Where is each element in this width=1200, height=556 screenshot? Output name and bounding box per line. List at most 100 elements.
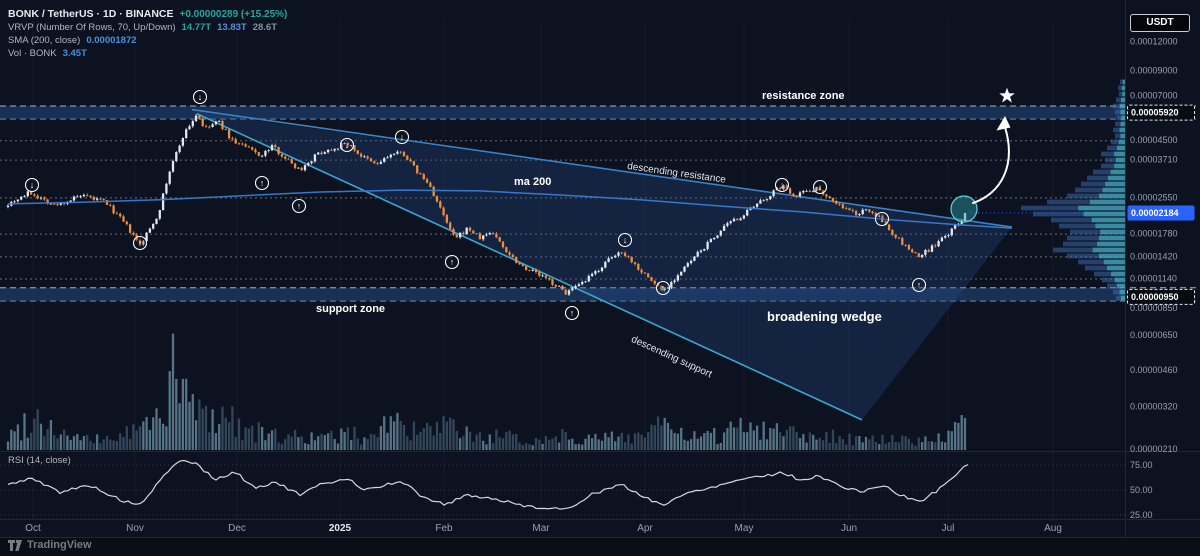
time-tick: Jun <box>841 523 857 534</box>
zone-price-tick: 0.00000950 <box>1131 292 1179 302</box>
pivot-marker-down[interactable]: ↓ <box>812 179 828 195</box>
pivot-arrow-glyph: ↓ <box>30 180 35 190</box>
pivot-marker-up[interactable]: ↑ <box>254 175 270 191</box>
price-tick: 0.00001780 <box>1130 229 1178 239</box>
ma-200-label[interactable]: ma 200 <box>514 176 552 188</box>
volume-profile <box>1021 79 1125 301</box>
vrvp-label: VRVP (Number Of Rows, 70, Up/Down) <box>8 22 176 33</box>
rsi-legend-row[interactable]: RSI (14, close) <box>8 455 71 466</box>
zone-price-tick: 0.00005920 <box>1131 108 1179 118</box>
price-tick: 0.00001420 <box>1130 251 1178 261</box>
tradingview-logo-text: TradingView <box>27 539 92 551</box>
time-tick: Oct <box>25 523 41 534</box>
vol-value: 3.45T <box>62 48 87 59</box>
tradingview-logo-icon <box>8 539 22 551</box>
pivot-arrow-glyph: ↓ <box>880 214 885 224</box>
vrvp-total-value: 28.6T <box>252 22 277 33</box>
pivot-marker-down[interactable]: ↓ <box>874 211 890 227</box>
time-tick: Jul <box>942 523 955 534</box>
vrvp-down-value: 13.83T <box>217 22 247 33</box>
drawing-markers[interactable]: ↓ ↑ ↓ ↑ ↑ ↓ ↓ ↑ ↑ ↓ ↑ ↓ ↓ ↓ ↑ <box>24 87 1015 321</box>
time-tick: Aug <box>1044 523 1062 534</box>
sma-label: SMA (200, close) <box>8 35 81 46</box>
ma-200-line[interactable] <box>7 189 1013 229</box>
volume-bars <box>6 333 967 450</box>
pivot-marker-down[interactable]: ↓ <box>617 232 633 248</box>
current-price-text: 0.00002184 <box>1131 208 1179 218</box>
price-tick: 0.00004500 <box>1130 135 1178 145</box>
price-tick: 0.00000460 <box>1130 365 1178 375</box>
pivot-arrow-glyph: ↓ <box>623 235 628 245</box>
time-tick: May <box>735 523 754 534</box>
tradingview-logo[interactable]: TradingView <box>8 539 92 551</box>
pivot-arrow-glyph: ↑ <box>570 308 575 318</box>
currency-toggle-button[interactable]: USDT <box>1130 14 1190 32</box>
symbol-legend-row[interactable]: BONK / TetherUS · 1D · BINANCE +0.000002… <box>8 8 287 21</box>
pivot-marker-down[interactable]: ↓ <box>339 137 355 153</box>
price-tick: 0.00007000 <box>1130 91 1178 101</box>
resistance-zone[interactable] <box>0 105 1200 120</box>
breakout-highlight-circle[interactable] <box>950 195 978 223</box>
pivot-arrow-glyph: ↑ <box>260 178 265 188</box>
sma-legend-row[interactable]: SMA (200, close) 0.00001872 <box>8 34 287 47</box>
pivot-marker-up[interactable]: ↑ <box>655 280 671 296</box>
pivot-marker-up[interactable]: ↑ <box>911 277 927 293</box>
price-tick: 0.00000850 <box>1130 303 1178 313</box>
pivot-marker-up[interactable]: ↑ <box>132 235 148 251</box>
time-tick: Dec <box>228 523 246 534</box>
price-tick: 0.00001140 <box>1130 273 1177 283</box>
price-tick: 0.00000650 <box>1130 330 1178 340</box>
time-tick: Nov <box>126 523 144 534</box>
breakout-arrow[interactable] <box>972 123 1010 204</box>
pivot-marker-down[interactable]: ↓ <box>394 129 410 145</box>
vol-legend-row[interactable]: Vol · BONK 3.45T <box>8 47 287 60</box>
rsi-label: RSI (14, close) <box>8 455 71 466</box>
pivot-arrow-glyph: ↓ <box>818 182 823 192</box>
pivot-marker-up[interactable]: ↑ <box>444 254 460 270</box>
price-scale[interactable]: 0.00012000 0.00009000 0.00007000 0.00004500… <box>1127 36 1195 520</box>
trendline-descending-resistance <box>191 108 1013 228</box>
price-tick: 0.00003710 <box>1130 155 1178 165</box>
support-zone-label[interactable]: support zone <box>316 303 386 315</box>
pivot-arrow-glyph: ↑ <box>661 283 666 293</box>
support-resistance-zones <box>0 105 1200 302</box>
pivot-arrow-glyph: ↓ <box>198 92 203 102</box>
pivot-marker-down[interactable]: ↓ <box>24 177 40 193</box>
pivot-arrow-glyph: ↑ <box>450 257 455 267</box>
rsi-pane[interactable] <box>0 459 1125 516</box>
vrvp-up-value: 14.77T <box>181 22 212 33</box>
price-tick: 0.00000320 <box>1130 401 1178 411</box>
vrvp-legend-row[interactable]: VRVP (Number Of Rows, 70, Up/Down) 14.77… <box>8 21 287 34</box>
time-scale[interactable]: Oct Nov Dec 2025 Feb Mar Apr May Jun Jul Aug <box>25 523 1062 534</box>
broadening-wedge-label[interactable]: broadening wedge <box>767 309 882 324</box>
pivot-marker-down[interactable]: ↓ <box>192 89 208 105</box>
pivot-marker-up[interactable]: ↑ <box>291 198 307 214</box>
rsi-tick: 75.00 <box>1130 460 1153 470</box>
symbol-change: +0.00000289 (+15.25%) <box>179 9 288 20</box>
resistance-zone-label[interactable]: resistance zone <box>762 90 845 102</box>
rsi-tick: 50.00 <box>1130 485 1153 495</box>
pivot-arrow-glyph: ↑ <box>138 238 143 248</box>
sma-value: 0.00001872 <box>86 35 137 46</box>
vol-label: Vol · BONK <box>8 48 57 59</box>
rsi-tick: 25.00 <box>1130 510 1153 520</box>
candlesticks <box>6 113 967 297</box>
time-tick: Feb <box>435 523 453 534</box>
time-tick: 2025 <box>329 523 352 534</box>
time-tick: Mar <box>532 523 550 534</box>
price-tick: 0.00009000 <box>1130 65 1178 75</box>
breakout-arrowhead <box>996 116 1011 131</box>
time-tick: Apr <box>637 523 653 534</box>
price-tick: 0.00012000 <box>1130 36 1178 46</box>
pivot-marker-down[interactable]: ↓ <box>774 177 790 193</box>
pivot-arrow-glyph: ↑ <box>297 201 302 211</box>
support-zone[interactable] <box>0 287 1200 302</box>
star-marker[interactable] <box>999 87 1015 103</box>
pivot-arrow-glyph: ↓ <box>400 132 405 142</box>
chart-legend: BONK / TetherUS · 1D · BINANCE +0.000002… <box>8 8 287 60</box>
rsi-line <box>7 459 969 510</box>
pivot-marker-up[interactable]: ↑ <box>564 305 580 321</box>
